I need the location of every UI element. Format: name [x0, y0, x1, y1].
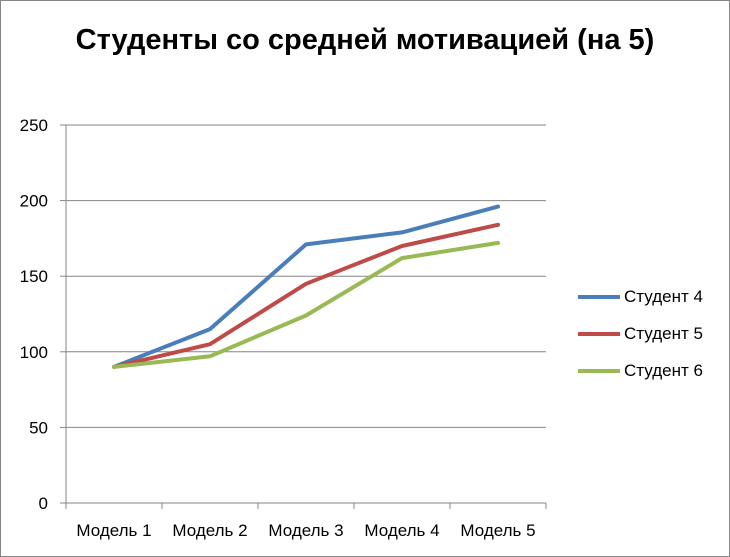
legend-label: Студент 4 [624, 286, 703, 306]
series-line [112, 204, 500, 369]
legend-item: Студент 4 [578, 278, 703, 315]
legend-label: Студент 5 [624, 323, 703, 343]
gridlines [66, 124, 546, 428]
legend-label: Студент 6 [624, 360, 703, 380]
x-tick-label: Модель 1 [76, 521, 151, 540]
legend-swatch [578, 294, 620, 299]
x-axis-ticks: Модель 1 Модель 2 Модель 3 Модель 4 Модель 5 [76, 521, 535, 540]
series-lines [112, 204, 500, 369]
legend-item: Студент 6 [578, 352, 703, 389]
x-tick-label: Модель 4 [364, 521, 439, 540]
y-tick-label: 50 [29, 418, 48, 437]
series-line [112, 222, 500, 369]
series-line [112, 240, 500, 369]
x-tick-label: Модель 2 [172, 521, 247, 540]
y-tick-label: 100 [20, 343, 48, 362]
y-tick-label: 150 [20, 267, 48, 286]
legend: Студент 4 Студент 5 Студент 6 [578, 278, 703, 389]
x-tick-label: Модель 5 [460, 521, 535, 540]
legend-item: Студент 5 [578, 315, 703, 352]
y-tick-label: 250 [20, 116, 48, 135]
axes [60, 124, 547, 509]
legend-swatch [578, 368, 620, 373]
legend-swatch [578, 331, 620, 336]
y-axis-ticks: 0 50 100 150 200 250 [20, 116, 48, 513]
y-tick-label: 0 [39, 494, 48, 513]
x-tick-label: Модель 3 [268, 521, 343, 540]
y-tick-label: 200 [20, 192, 48, 211]
chart-title: Студенты со средней мотивацией (на 5) [75, 24, 655, 56]
